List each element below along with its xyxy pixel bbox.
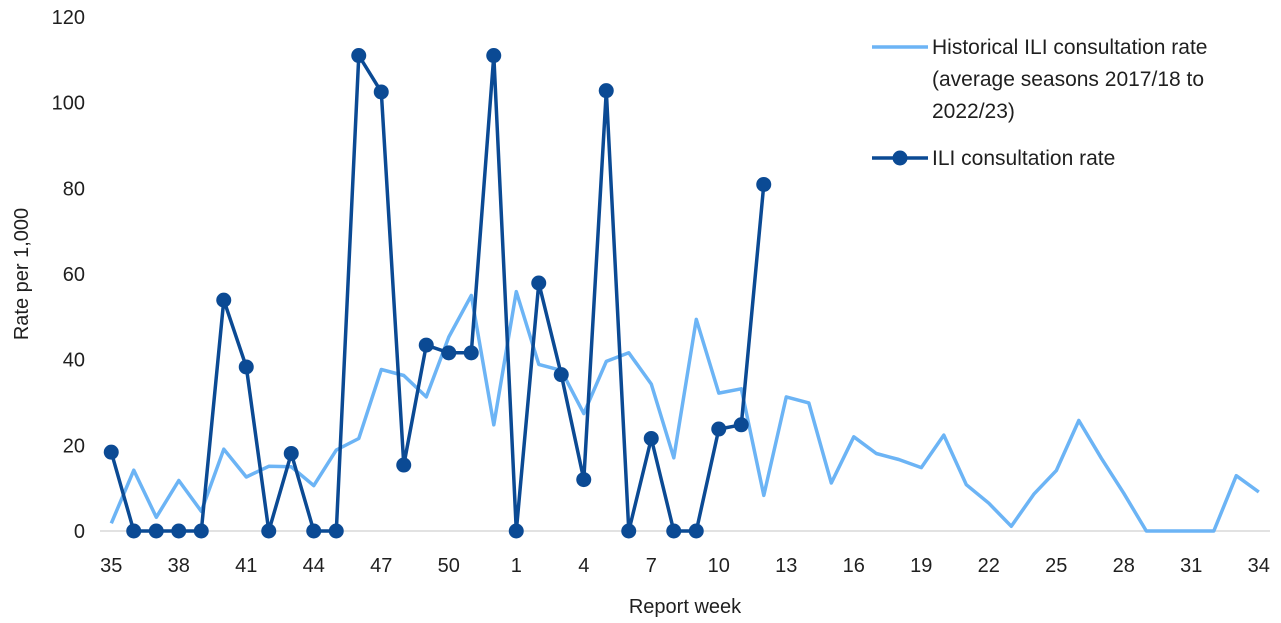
data-point <box>666 523 682 539</box>
x-tick-label: 50 <box>438 555 460 577</box>
data-point <box>508 523 524 539</box>
x-tick-label: 7 <box>646 555 657 577</box>
x-tick-label: 31 <box>1180 555 1202 577</box>
data-point <box>441 345 457 361</box>
data-point <box>238 359 254 375</box>
x-tick-label: 38 <box>168 555 190 577</box>
legend-label-ili: ILI consultation rate <box>932 147 1115 170</box>
legend-marker-ili <box>892 150 908 166</box>
data-point <box>711 421 727 437</box>
data-point <box>261 523 277 539</box>
x-tick-label: 22 <box>978 555 1000 577</box>
x-tick-label: 25 <box>1045 555 1067 577</box>
y-tick-label: 100 <box>52 93 85 115</box>
data-point <box>351 48 367 64</box>
y-tick-label: 60 <box>63 264 85 286</box>
data-point <box>216 292 232 308</box>
series-layer <box>103 48 1260 539</box>
y-axis-title: Rate per 1,000 <box>11 208 33 340</box>
x-tick-label: 19 <box>910 555 932 577</box>
data-point <box>126 523 142 539</box>
historical-series <box>109 289 1260 533</box>
data-point <box>598 83 614 99</box>
y-tick-label: 120 <box>52 7 85 29</box>
ili-series <box>103 48 772 539</box>
data-point <box>733 417 749 433</box>
y-axis-label: Rate per 1,000 <box>11 208 33 340</box>
x-tick-label: 47 <box>370 555 392 577</box>
data-point <box>756 176 772 192</box>
y-tick-label: 80 <box>63 178 85 200</box>
y-tick-label: 0 <box>74 521 85 543</box>
data-point <box>328 523 344 539</box>
data-point <box>486 48 502 64</box>
data-point <box>621 523 637 539</box>
series-line <box>109 289 1260 533</box>
legend-label-historical: Historical ILI consultation rate <box>932 36 1207 59</box>
data-point <box>148 523 164 539</box>
data-point <box>396 457 412 473</box>
series-line <box>109 53 766 533</box>
data-point <box>553 367 569 383</box>
x-tick-label: 4 <box>578 555 589 577</box>
x-tick-label: 13 <box>775 555 797 577</box>
data-point <box>643 430 659 446</box>
x-tick-label: 16 <box>843 555 865 577</box>
data-point <box>171 523 187 539</box>
x-tick-label: 41 <box>235 555 257 577</box>
legend: Historical ILI consultation rate (average… <box>872 36 1207 170</box>
x-tick-label: 1 <box>511 555 522 577</box>
data-point <box>103 444 119 460</box>
x-tick-label: 10 <box>708 555 730 577</box>
x-tick-label: 44 <box>303 555 325 577</box>
x-tick-label: 28 <box>1113 555 1135 577</box>
data-point <box>306 523 322 539</box>
x-axis-ticks: 35 38 41 44 47 50 1 4 7 10 13 16 19 22 25 28 31 34 <box>100 555 1270 577</box>
data-point <box>418 337 434 353</box>
data-point <box>531 275 547 291</box>
y-tick-label: 40 <box>63 350 85 372</box>
data-point <box>193 523 209 539</box>
data-point <box>373 84 389 100</box>
y-tick-label: 20 <box>63 435 85 457</box>
x-tick-label: 34 <box>1248 555 1270 577</box>
data-point <box>283 445 299 461</box>
x-tick-label: 35 <box>100 555 122 577</box>
x-axis-label: Report week <box>629 596 742 618</box>
y-axis-ticks: 0 20 40 60 80 100 120 <box>52 7 85 543</box>
legend-label-historical: (average seasons 2017/18 to <box>932 68 1204 91</box>
data-point <box>463 345 479 361</box>
data-point <box>576 472 592 488</box>
data-point <box>688 523 704 539</box>
legend-label-historical: 2022/23) <box>932 100 1015 123</box>
